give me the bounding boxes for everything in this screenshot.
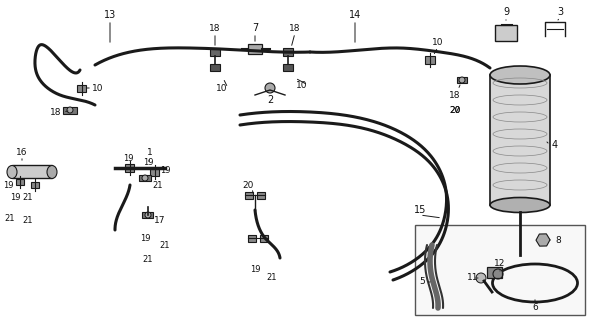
Text: 17: 17 (155, 215, 166, 225)
Bar (495, 25, 517, 41)
Bar (490, 75, 550, 205)
Text: 4: 4 (552, 140, 558, 150)
Text: 6: 6 (532, 303, 538, 313)
Circle shape (145, 212, 151, 218)
Bar (143, 212, 153, 218)
Bar (210, 64, 220, 71)
Bar (248, 44, 262, 54)
Circle shape (476, 273, 486, 283)
Text: 8: 8 (555, 236, 561, 244)
Circle shape (459, 77, 465, 83)
Text: 13: 13 (104, 10, 116, 20)
Text: 11: 11 (467, 274, 479, 283)
Text: 19: 19 (140, 234, 150, 243)
Circle shape (142, 175, 148, 181)
Text: 18: 18 (289, 23, 301, 33)
Text: 10: 10 (296, 81, 308, 90)
Text: 21: 21 (22, 215, 33, 225)
Bar (245, 191, 253, 198)
Bar (487, 267, 502, 278)
Bar (457, 77, 467, 83)
Bar (425, 56, 435, 64)
Text: 19: 19 (123, 154, 133, 163)
Text: 2: 2 (267, 95, 273, 105)
Text: 20: 20 (449, 106, 461, 115)
Text: 18: 18 (209, 23, 221, 33)
Text: 12: 12 (494, 259, 506, 268)
Text: 1: 1 (147, 148, 153, 156)
Bar (78, 84, 86, 92)
Text: 19: 19 (9, 193, 20, 202)
Ellipse shape (490, 66, 550, 84)
Text: 21: 21 (267, 274, 277, 283)
Text: 10: 10 (92, 84, 104, 92)
Bar (257, 191, 265, 198)
Text: 21: 21 (160, 241, 170, 250)
Text: 10: 10 (432, 37, 444, 46)
Text: 20: 20 (242, 180, 254, 189)
Text: 14: 14 (349, 10, 361, 20)
Text: 19: 19 (160, 165, 170, 174)
Bar (63, 107, 77, 114)
Text: 3: 3 (557, 7, 563, 17)
Ellipse shape (7, 165, 17, 179)
Text: 19: 19 (3, 180, 13, 189)
Text: 9: 9 (503, 7, 509, 17)
Bar (12, 165, 52, 178)
Text: 16: 16 (16, 148, 28, 156)
Text: 7: 7 (252, 23, 258, 33)
Text: 19: 19 (250, 266, 260, 275)
Bar (31, 182, 39, 188)
Bar (139, 175, 151, 181)
Bar (126, 164, 134, 172)
Text: 20: 20 (449, 106, 461, 115)
Bar (283, 48, 293, 56)
Ellipse shape (490, 197, 550, 212)
Text: 15: 15 (414, 205, 426, 215)
Text: 18: 18 (449, 91, 461, 100)
Text: 19: 19 (143, 157, 153, 166)
Bar (248, 235, 256, 242)
Text: 21: 21 (143, 255, 153, 265)
Text: 18: 18 (50, 108, 62, 116)
Circle shape (67, 107, 73, 113)
Bar (210, 48, 220, 56)
Bar (260, 235, 268, 242)
Text: 10: 10 (216, 84, 228, 92)
Bar (415, 225, 585, 315)
Bar (283, 64, 293, 71)
Bar (16, 179, 24, 185)
Text: 21: 21 (22, 193, 33, 202)
Bar (150, 168, 159, 176)
Text: 21: 21 (5, 213, 15, 222)
Text: 21: 21 (153, 180, 163, 189)
Text: 5: 5 (419, 277, 425, 286)
Circle shape (265, 83, 275, 93)
Ellipse shape (47, 165, 57, 179)
